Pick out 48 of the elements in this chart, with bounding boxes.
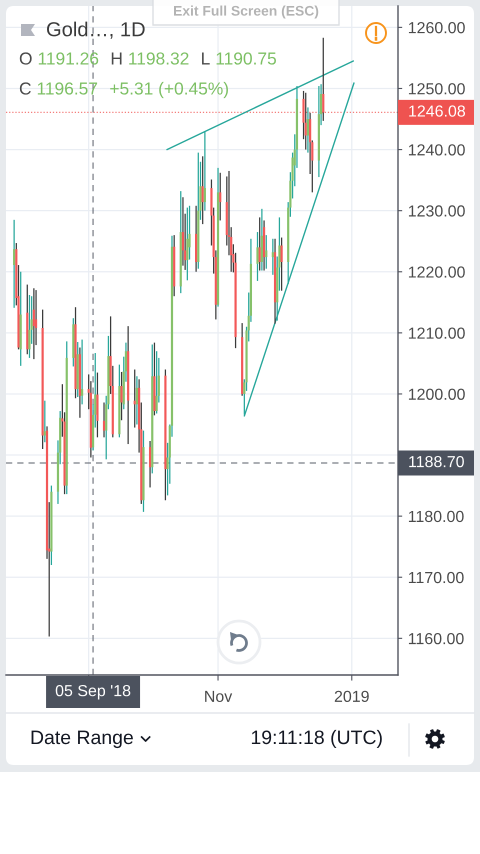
annotation: H: [112, 52, 122, 64]
candlestick: [148, 440, 152, 488]
candlestick: [28, 294, 31, 359]
candlestick: [13, 219, 16, 308]
candlestick: [280, 236, 283, 292]
candlestick: [265, 234, 268, 270]
candlestick: [306, 106, 310, 154]
y-tick-label: 1180.00: [408, 510, 464, 522]
x-tick-label: Nov: [205, 690, 232, 702]
y-tick-label: 1170.00: [408, 572, 464, 584]
candlestick: [256, 231, 259, 282]
annotation: +5.31 (+0.45%): [110, 82, 228, 98]
y-tick-label: 1200.00: [408, 388, 465, 400]
annotation: 1196.57: [38, 82, 98, 95]
candlestick: [32, 288, 35, 360]
candlestick: [156, 350, 158, 414]
y-tick-label: 1210.00: [408, 327, 465, 339]
x-tick-label: 2019: [334, 690, 369, 702]
annotation: 1190.75: [216, 52, 276, 65]
candlestick: [136, 376, 138, 426]
y-tick-label: 1250.00: [408, 83, 465, 94]
ref-line-label: 1246.08: [409, 105, 466, 117]
candlestick: [44, 400, 46, 443]
annotation: O: [20, 52, 32, 65]
text: Date Range: [32, 730, 133, 748]
text: 19:11:18 (UTC): [252, 730, 382, 748]
y-tick-label: 1240.00: [408, 144, 465, 156]
y-tick-label: 1260.00: [408, 22, 465, 34]
candlestick: [134, 368, 136, 428]
candlestick: [182, 196, 184, 266]
candlestick: [202, 156, 204, 225]
y-tick-label: 1230.00: [408, 205, 465, 217]
annotation: C: [20, 82, 31, 95]
candlestick: [120, 371, 123, 421]
candlestick: [258, 216, 261, 272]
ref-line-label: 1188.70: [409, 456, 464, 468]
ref-line-label: 05 Sep '18: [56, 684, 130, 700]
annotation: L: [202, 52, 210, 64]
candlestick: [81, 338, 84, 405]
y-tick-label: 1160.00: [408, 632, 464, 644]
annotation: 1191.26: [38, 52, 98, 65]
candlestick: [272, 238, 274, 276]
annotation: Exit Full Screen (ESC): [174, 6, 318, 18]
annotation: 1198.32: [129, 52, 188, 65]
y-tick-label: 1220.00: [408, 266, 465, 278]
text: Gold…, 1D: [47, 22, 145, 39]
candlestick: [219, 172, 222, 222]
candlestick: [186, 206, 188, 281]
